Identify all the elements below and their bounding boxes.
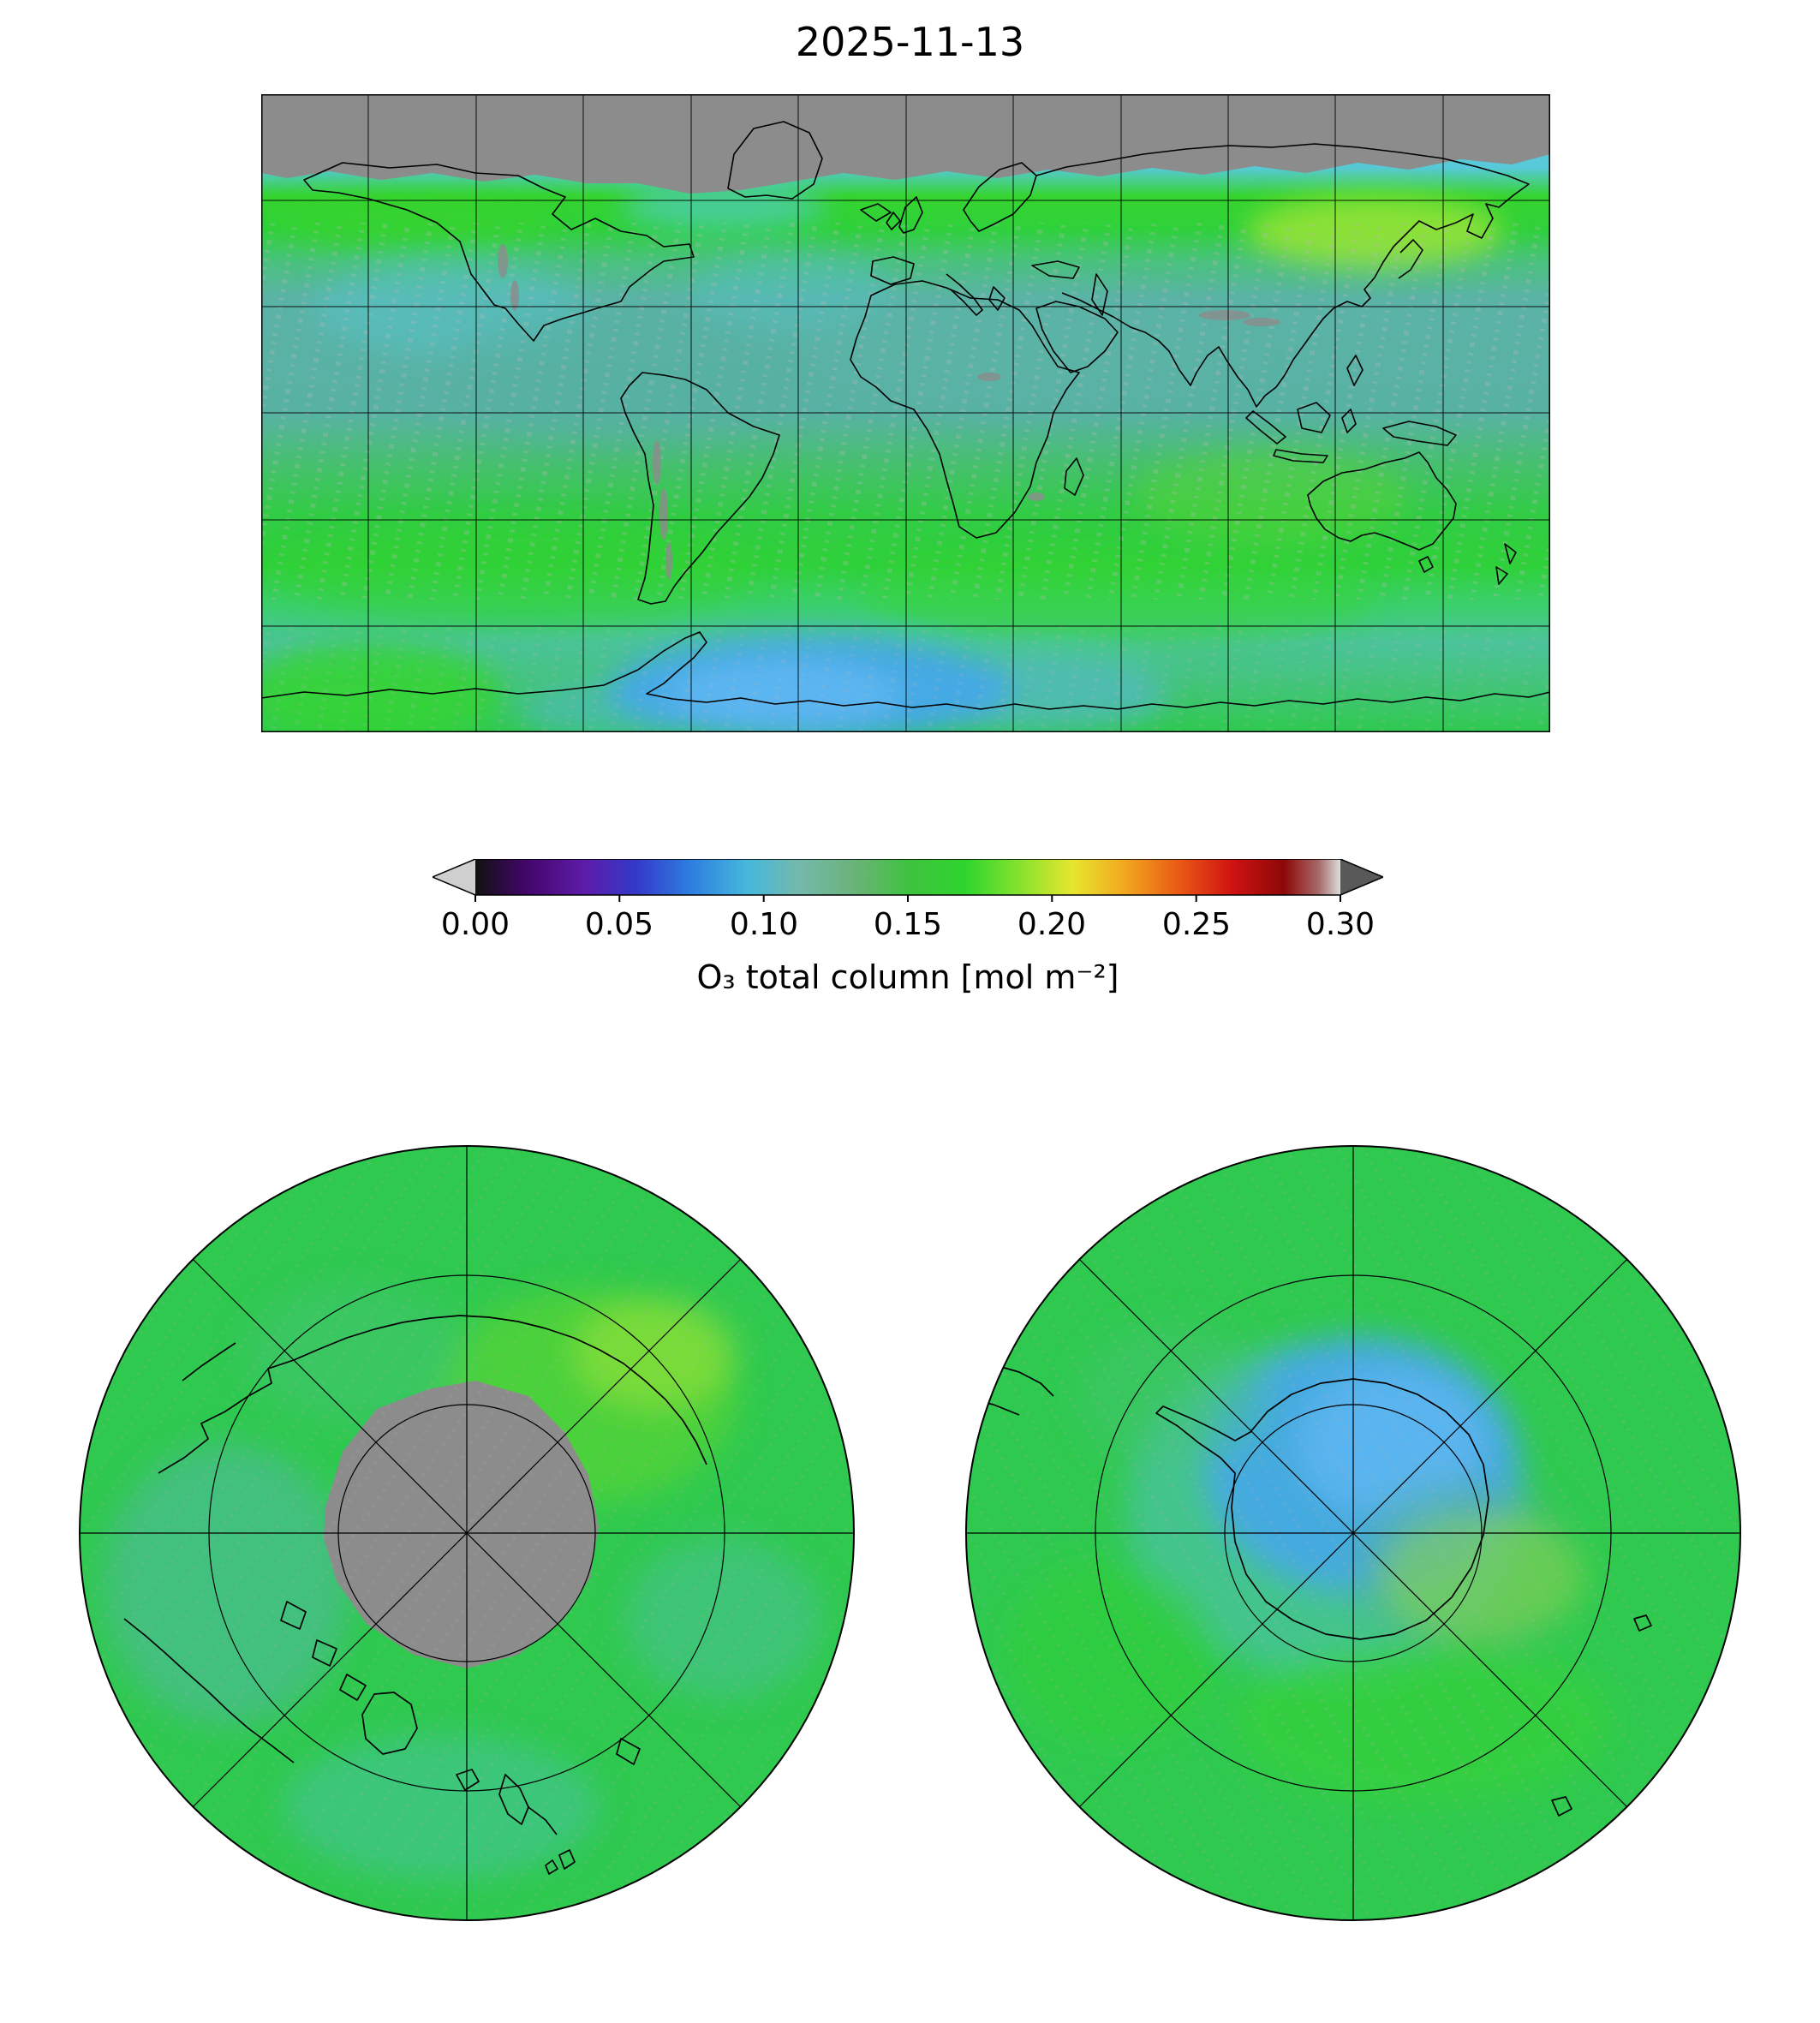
coast-sumatra — [1245, 410, 1286, 445]
coast-iceland — [860, 203, 892, 222]
coast-black-sea — [1031, 260, 1080, 279]
coast-sulawesi — [1341, 409, 1357, 433]
coast-greenland — [727, 121, 823, 200]
global-map — [261, 94, 1550, 732]
coast-uk — [898, 196, 923, 234]
global-map-svg — [261, 94, 1550, 732]
colorbar-gradient — [475, 859, 1340, 895]
colorbar-over-arrow — [1340, 859, 1383, 895]
colorbar-tick-labels: 0.00 0.05 0.10 0.15 0.20 0.25 0.30 — [433, 907, 1383, 948]
south-polar-map — [959, 1139, 1747, 1927]
colorbar-tick-marks — [474, 895, 1341, 902]
coast-scandinavia — [963, 162, 1037, 232]
north-map-border — [79, 1145, 855, 1921]
coast-caspian — [1091, 273, 1108, 316]
terrain-gap-speckles — [498, 244, 1280, 580]
tick-label: 0.25 — [1161, 907, 1232, 942]
colorbar-svg — [433, 859, 1383, 902]
tick-label: 0.05 — [584, 907, 654, 942]
north-graticule — [80, 1146, 854, 1920]
coast-madagascar — [1064, 457, 1084, 496]
colorbar: 0.00 0.05 0.10 0.15 0.20 0.25 0.30 O₃ to… — [433, 859, 1383, 996]
coast-philippines — [1346, 355, 1364, 386]
tick-label: 0.00 — [440, 907, 510, 942]
tick-label: 0.30 — [1305, 907, 1375, 942]
coast-borneo — [1297, 402, 1331, 433]
colorbar-label: O₃ total column [mol m⁻²] — [696, 958, 1119, 996]
coast-antarctica — [261, 631, 1550, 710]
coastlines — [261, 121, 1550, 710]
north-polar-svg — [79, 1145, 855, 1921]
coast-islet-2 — [1633, 1614, 1652, 1632]
gridlines — [261, 94, 1550, 732]
south-polar-svg — [965, 1145, 1741, 1921]
coast-tasmania — [1418, 556, 1434, 573]
tick-label: 0.20 — [1017, 907, 1087, 942]
coast-japan — [1398, 239, 1423, 279]
coast-australia — [1307, 451, 1457, 551]
north-polar-map — [73, 1139, 861, 1927]
coast-balkans — [988, 286, 1005, 311]
tick-label: 0.15 — [873, 907, 943, 942]
tick-label: 0.10 — [729, 907, 799, 942]
map-border — [261, 94, 1550, 732]
coast-antarctica-outline — [1155, 1378, 1489, 1640]
north-coastlines — [123, 1315, 707, 1875]
coast-iberia — [870, 256, 915, 285]
coast-new-guinea — [1382, 421, 1457, 446]
coast-asia — [1035, 143, 1530, 408]
coast-north-america — [303, 162, 695, 342]
coast-islet-1 — [1551, 1796, 1572, 1817]
date-title: 2025-11-13 — [795, 19, 1025, 65]
coast-italy — [946, 273, 983, 316]
coast-java — [1273, 449, 1328, 463]
south-map-border — [965, 1145, 1741, 1921]
coast-south-america — [620, 372, 780, 605]
south-graticule — [966, 1146, 1740, 1920]
coast-africa — [850, 280, 1080, 539]
coast-ireland — [886, 212, 901, 230]
coast-new-zealand — [1495, 543, 1517, 585]
colorbar-under-arrow — [433, 859, 475, 895]
coast-arabia — [1035, 301, 1119, 373]
